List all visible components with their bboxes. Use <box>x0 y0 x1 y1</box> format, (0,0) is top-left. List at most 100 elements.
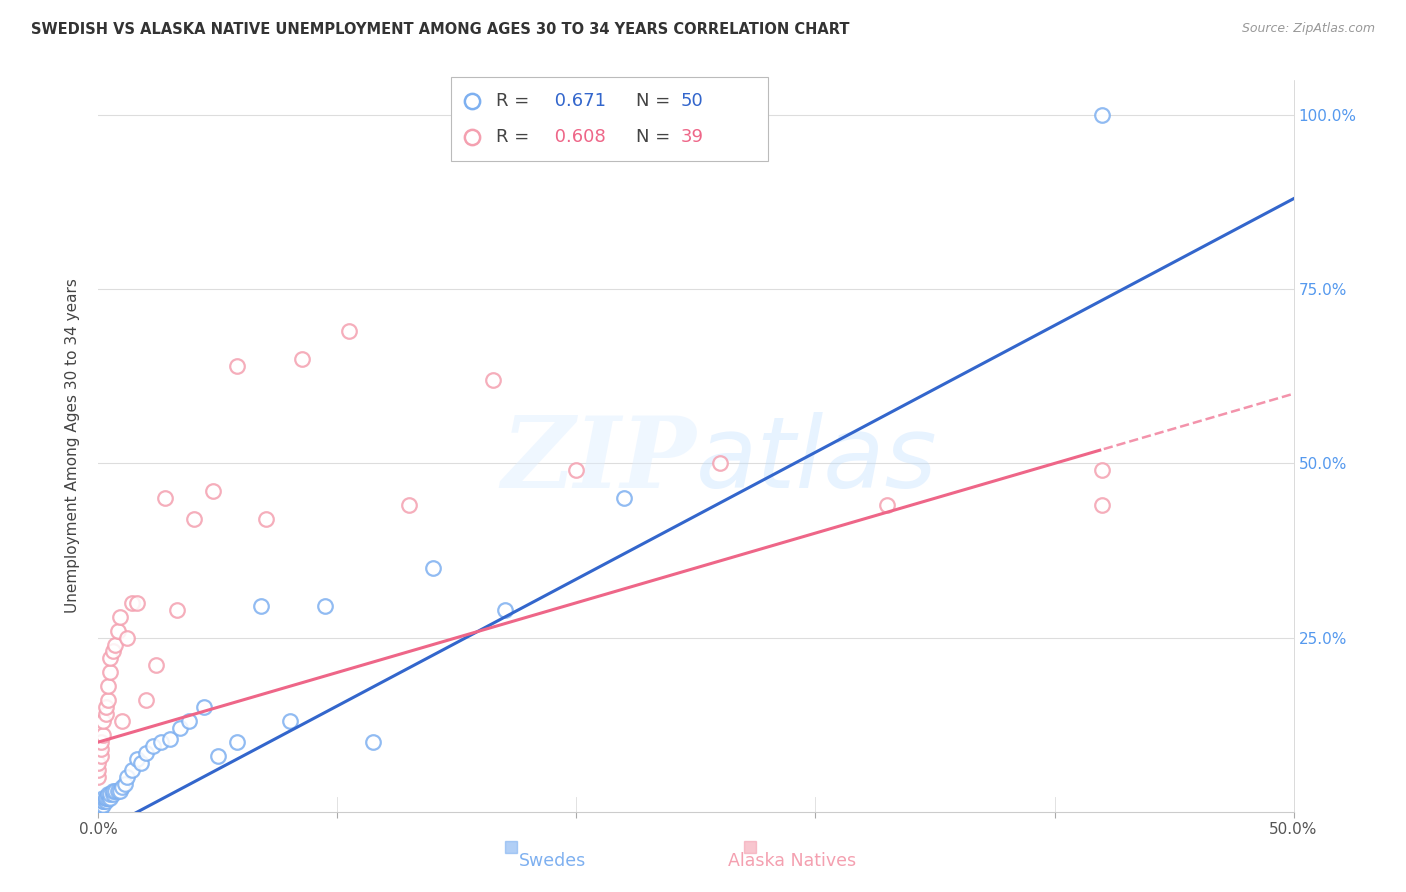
Point <box>87 763 110 777</box>
Point <box>876 498 898 512</box>
Point <box>101 787 124 801</box>
Point <box>87 805 110 819</box>
Point <box>90 735 112 749</box>
Point <box>125 752 148 766</box>
Point <box>159 731 181 746</box>
Point <box>94 700 117 714</box>
Point <box>315 599 337 614</box>
Point <box>121 763 143 777</box>
Point <box>97 693 120 707</box>
Point <box>142 739 165 753</box>
Text: atlas: atlas <box>696 412 938 509</box>
Text: Alaska Natives: Alaska Natives <box>727 852 856 870</box>
Point <box>202 484 225 499</box>
Text: R =: R = <box>496 128 536 145</box>
Point <box>193 700 215 714</box>
Point <box>90 794 112 808</box>
Point <box>94 794 117 808</box>
Text: N =: N = <box>636 92 676 110</box>
Point <box>90 749 112 764</box>
Point <box>91 714 114 728</box>
Point <box>207 749 229 764</box>
Text: SWEDISH VS ALASKA NATIVE UNEMPLOYMENT AMONG AGES 30 TO 34 YEARS CORRELATION CHAR: SWEDISH VS ALASKA NATIVE UNEMPLOYMENT AM… <box>31 22 849 37</box>
Point <box>98 790 122 805</box>
Point <box>94 707 117 722</box>
Point <box>94 790 117 805</box>
Point <box>398 498 420 512</box>
Point <box>91 797 114 812</box>
Point <box>107 784 129 798</box>
Point <box>90 742 112 756</box>
Point <box>107 624 129 638</box>
Point <box>1091 498 1114 512</box>
Point <box>709 457 731 471</box>
Point <box>145 658 167 673</box>
Text: R =: R = <box>496 92 536 110</box>
Text: 0.608: 0.608 <box>548 128 606 145</box>
Point <box>169 721 191 735</box>
Point <box>87 756 110 770</box>
Point <box>90 794 112 808</box>
Point <box>111 780 134 795</box>
Point <box>87 805 110 819</box>
Point <box>111 714 134 728</box>
Point <box>108 784 131 798</box>
Point <box>91 794 114 808</box>
Point <box>179 714 201 728</box>
Text: ZIP: ZIP <box>501 412 696 508</box>
Point <box>101 644 124 658</box>
Point <box>91 728 114 742</box>
Point <box>135 746 157 760</box>
Point <box>115 631 138 645</box>
Point <box>254 512 277 526</box>
Text: Swedes: Swedes <box>519 852 586 870</box>
Point <box>114 777 136 791</box>
Point <box>226 359 249 373</box>
Point <box>1091 463 1114 477</box>
Point <box>155 491 177 506</box>
Point <box>87 805 110 819</box>
Point <box>87 801 110 815</box>
Point <box>149 735 172 749</box>
Point <box>135 693 157 707</box>
Point <box>98 651 122 665</box>
Point <box>494 603 516 617</box>
Point <box>339 324 361 338</box>
Point <box>481 373 505 387</box>
Point <box>1091 108 1114 122</box>
Point <box>94 790 117 805</box>
Text: 0.671: 0.671 <box>548 92 606 110</box>
Point <box>278 714 301 728</box>
Point <box>87 797 110 812</box>
Point <box>226 735 249 749</box>
Text: N =: N = <box>636 128 676 145</box>
Point <box>125 596 148 610</box>
Point <box>97 790 120 805</box>
Point <box>87 770 110 784</box>
Text: 39: 39 <box>681 128 703 145</box>
Point <box>250 599 273 614</box>
Point <box>90 797 112 812</box>
Text: Source: ZipAtlas.com: Source: ZipAtlas.com <box>1241 22 1375 36</box>
Point <box>565 463 588 477</box>
Point <box>90 797 112 812</box>
Point <box>87 801 110 815</box>
Point <box>104 784 127 798</box>
Point <box>115 770 138 784</box>
Point <box>613 491 636 506</box>
Text: 50: 50 <box>681 92 703 110</box>
Point <box>291 351 314 366</box>
Point <box>131 756 153 770</box>
Point <box>101 784 124 798</box>
Point <box>98 665 122 680</box>
Point <box>363 735 385 749</box>
Point <box>183 512 205 526</box>
Point <box>98 787 122 801</box>
Point <box>97 787 120 801</box>
Point <box>422 561 444 575</box>
Point <box>108 609 131 624</box>
Y-axis label: Unemployment Among Ages 30 to 34 years: Unemployment Among Ages 30 to 34 years <box>65 278 80 614</box>
Point <box>91 790 114 805</box>
FancyBboxPatch shape <box>451 77 768 161</box>
Point <box>97 679 120 693</box>
